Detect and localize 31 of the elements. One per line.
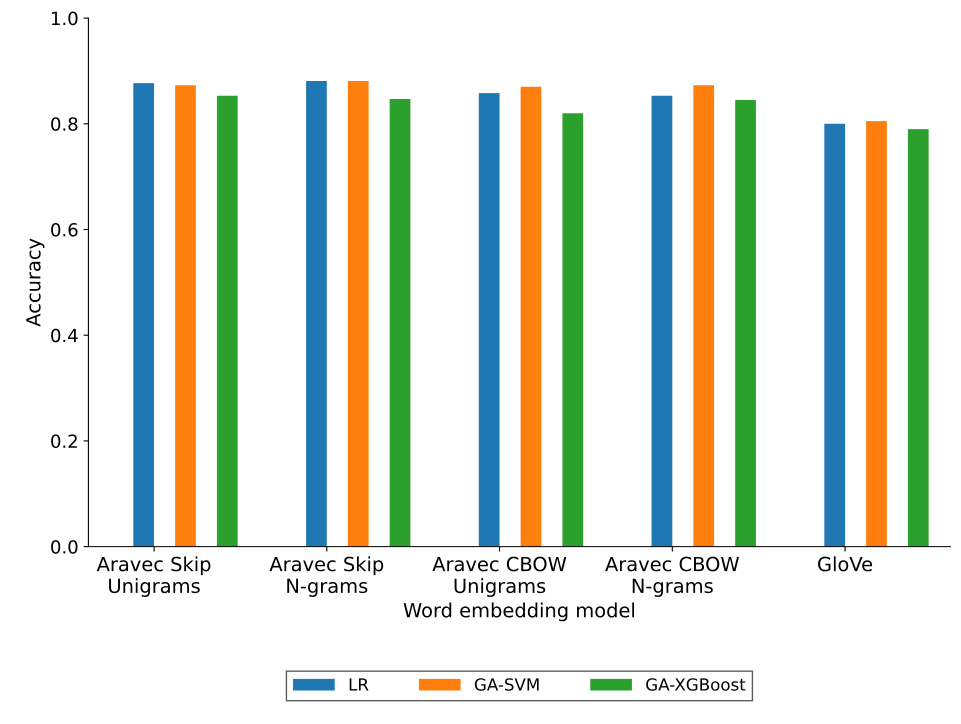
y-tick-label: 0.2 bbox=[51, 434, 77, 448]
bar bbox=[866, 121, 887, 547]
bar bbox=[390, 98, 410, 547]
bar bbox=[735, 100, 756, 547]
y-tick-label: 1.0 bbox=[52, 12, 78, 26]
bar bbox=[216, 96, 238, 547]
bar bbox=[908, 129, 929, 547]
legend-label: GA-XGBoost bbox=[646, 678, 746, 691]
bar bbox=[348, 80, 369, 547]
bar bbox=[693, 85, 714, 547]
x-axis-title: Word embedding model bbox=[404, 602, 634, 622]
legend-label: LR bbox=[350, 678, 368, 691]
y-tick-label: 0.8 bbox=[51, 117, 78, 131]
bar bbox=[306, 80, 327, 547]
y-tick-label: 0.4 bbox=[51, 328, 78, 342]
x-tick-label: Aravec CBOW N-grams bbox=[605, 556, 739, 597]
bar bbox=[562, 113, 584, 547]
legend-label: GA-SVM bbox=[474, 678, 539, 691]
y-tick-label: 0.6 bbox=[51, 222, 78, 237]
bar bbox=[652, 96, 672, 547]
bar bbox=[520, 86, 542, 547]
x-tick-label: Aravec Skip N-grams bbox=[270, 556, 384, 597]
bar bbox=[824, 124, 846, 547]
x-tick-label: Aravec CBOW Unigrams bbox=[432, 556, 566, 597]
bar bbox=[175, 85, 196, 547]
y-axis-title: Accuracy bbox=[26, 238, 44, 327]
x-tick-label: Aravec Skip Unigrams bbox=[96, 556, 210, 597]
x-tick-label: GloVe bbox=[818, 556, 872, 572]
bar bbox=[133, 83, 154, 547]
bar bbox=[478, 93, 500, 547]
y-tick-label: 0.0 bbox=[51, 540, 78, 554]
